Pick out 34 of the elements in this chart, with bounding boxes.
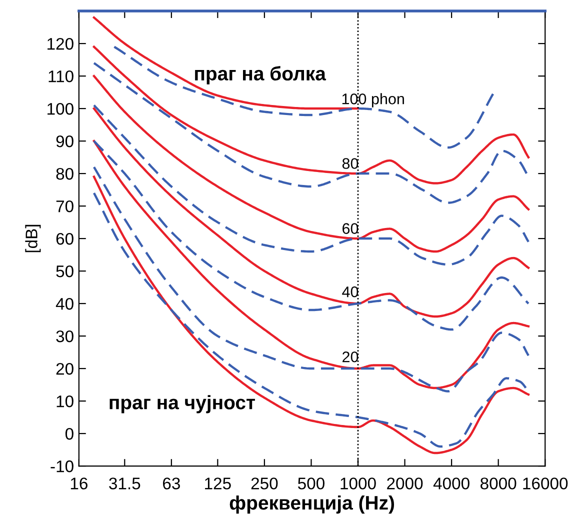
y-tick-label: 50 bbox=[56, 265, 74, 278]
y-tick-label: 40 bbox=[56, 298, 74, 310]
y-tick-label: -10 bbox=[50, 460, 74, 472]
x-tick-label: 1000 bbox=[340, 478, 376, 490]
x-tick-label: 16000 bbox=[523, 478, 568, 490]
y-axis-title: [dB] bbox=[25, 224, 41, 252]
y-tick-label: 120 bbox=[48, 38, 74, 50]
y-tick-label: 20 bbox=[56, 362, 74, 375]
annotation: праг на болка bbox=[195, 66, 326, 84]
y-tick-label: 80 bbox=[56, 168, 74, 180]
annotation: 20 bbox=[342, 351, 358, 362]
x-axis-title: фреквенција (Hz) bbox=[230, 495, 394, 514]
x-tick-label: 250 bbox=[251, 478, 278, 490]
x-tick-label: 125 bbox=[205, 478, 231, 490]
x-tick-label: 500 bbox=[298, 478, 324, 490]
y-tick-label: 70 bbox=[56, 200, 74, 212]
y-tick-label: 60 bbox=[56, 232, 74, 245]
annotation: 60 bbox=[342, 223, 358, 234]
annotation: 80 bbox=[342, 158, 358, 169]
y-tick-label: 10 bbox=[56, 395, 74, 408]
y-tick-label: 110 bbox=[48, 70, 74, 82]
x-tick-label: 16 bbox=[70, 478, 88, 490]
annotation: праг на чујност bbox=[110, 395, 255, 414]
x-tick-label: 2000 bbox=[387, 478, 423, 490]
x-tick-label: 31.5 bbox=[109, 478, 140, 490]
y-tick-label: 30 bbox=[56, 330, 74, 342]
y-tick-label: 100 bbox=[48, 102, 74, 115]
x-tick-label: 4000 bbox=[433, 478, 470, 490]
y-tick-label: 0 bbox=[65, 428, 74, 440]
annotation: 100 phon bbox=[342, 93, 404, 108]
annotation: 40 bbox=[342, 286, 358, 298]
y-tick-label: 90 bbox=[56, 135, 74, 148]
x-tick-label: 8000 bbox=[480, 478, 516, 490]
x-tick-label: 63 bbox=[163, 478, 180, 490]
